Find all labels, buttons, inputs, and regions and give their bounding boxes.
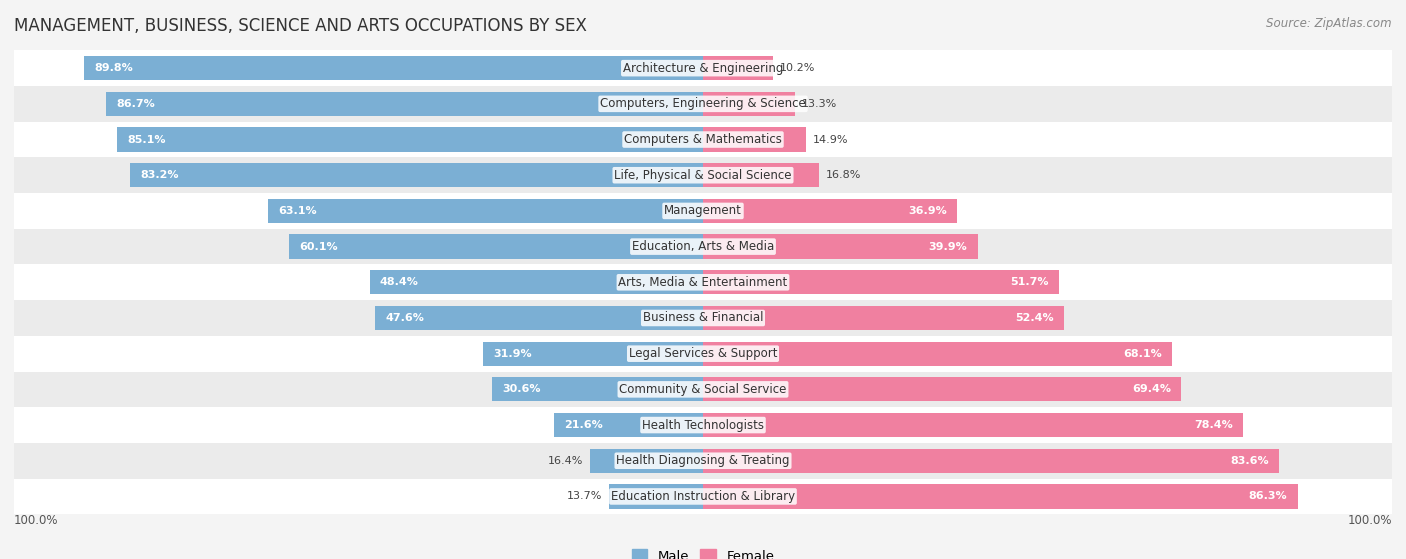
Text: 100.0%: 100.0% bbox=[1347, 514, 1392, 527]
Text: 86.7%: 86.7% bbox=[117, 99, 155, 109]
Bar bbox=[703, 92, 794, 116]
Bar bbox=[14, 443, 1392, 479]
Bar bbox=[14, 336, 1392, 372]
Text: 69.4%: 69.4% bbox=[1132, 385, 1171, 394]
Bar bbox=[703, 163, 818, 187]
Text: 10.2%: 10.2% bbox=[780, 63, 815, 73]
Text: 14.9%: 14.9% bbox=[813, 135, 848, 145]
Bar bbox=[14, 86, 1392, 122]
Bar bbox=[703, 484, 1298, 509]
Bar bbox=[105, 92, 703, 116]
Bar bbox=[117, 127, 703, 151]
Bar bbox=[703, 270, 1059, 295]
Text: Arts, Media & Entertainment: Arts, Media & Entertainment bbox=[619, 276, 787, 289]
Bar bbox=[14, 229, 1392, 264]
Bar bbox=[375, 306, 703, 330]
Bar bbox=[609, 484, 703, 509]
Text: Life, Physical & Social Science: Life, Physical & Social Science bbox=[614, 169, 792, 182]
Bar bbox=[703, 342, 1173, 366]
Text: 78.4%: 78.4% bbox=[1194, 420, 1233, 430]
Text: 30.6%: 30.6% bbox=[502, 385, 541, 394]
Text: 60.1%: 60.1% bbox=[299, 241, 337, 252]
Bar bbox=[591, 449, 703, 473]
Bar bbox=[14, 50, 1392, 86]
Text: 100.0%: 100.0% bbox=[14, 514, 59, 527]
Text: 36.9%: 36.9% bbox=[908, 206, 946, 216]
Legend: Male, Female: Male, Female bbox=[626, 544, 780, 559]
Bar bbox=[14, 407, 1392, 443]
Bar bbox=[14, 122, 1392, 158]
Bar bbox=[484, 342, 703, 366]
Text: 31.9%: 31.9% bbox=[494, 349, 533, 359]
Bar bbox=[703, 199, 957, 223]
Text: Architecture & Engineering: Architecture & Engineering bbox=[623, 61, 783, 75]
Text: 63.1%: 63.1% bbox=[278, 206, 318, 216]
Bar bbox=[129, 163, 703, 187]
Text: 13.3%: 13.3% bbox=[801, 99, 837, 109]
Text: Source: ZipAtlas.com: Source: ZipAtlas.com bbox=[1267, 17, 1392, 30]
Text: 39.9%: 39.9% bbox=[929, 241, 967, 252]
Bar bbox=[703, 127, 806, 151]
Text: Management: Management bbox=[664, 205, 742, 217]
Bar bbox=[14, 479, 1392, 514]
Bar bbox=[84, 56, 703, 80]
Text: Health Diagnosing & Treating: Health Diagnosing & Treating bbox=[616, 454, 790, 467]
Bar bbox=[703, 413, 1243, 437]
Bar bbox=[703, 449, 1279, 473]
Text: Education, Arts & Media: Education, Arts & Media bbox=[631, 240, 775, 253]
Bar bbox=[269, 199, 703, 223]
Text: 21.6%: 21.6% bbox=[565, 420, 603, 430]
Text: Education Instruction & Library: Education Instruction & Library bbox=[612, 490, 794, 503]
Bar bbox=[492, 377, 703, 401]
Text: 51.7%: 51.7% bbox=[1011, 277, 1049, 287]
Text: Health Technologists: Health Technologists bbox=[643, 419, 763, 432]
Text: Legal Services & Support: Legal Services & Support bbox=[628, 347, 778, 360]
Bar bbox=[14, 193, 1392, 229]
Text: 47.6%: 47.6% bbox=[385, 313, 425, 323]
Text: 89.8%: 89.8% bbox=[94, 63, 134, 73]
Text: 13.7%: 13.7% bbox=[567, 491, 602, 501]
Bar bbox=[703, 234, 979, 259]
Text: 83.6%: 83.6% bbox=[1230, 456, 1268, 466]
Text: 68.1%: 68.1% bbox=[1123, 349, 1161, 359]
Bar bbox=[14, 264, 1392, 300]
Text: Computers & Mathematics: Computers & Mathematics bbox=[624, 133, 782, 146]
Text: Computers, Engineering & Science: Computers, Engineering & Science bbox=[600, 97, 806, 110]
Bar bbox=[703, 377, 1181, 401]
Text: Business & Financial: Business & Financial bbox=[643, 311, 763, 324]
Bar bbox=[14, 300, 1392, 336]
Bar bbox=[703, 56, 773, 80]
Text: 48.4%: 48.4% bbox=[380, 277, 419, 287]
Bar bbox=[290, 234, 703, 259]
Text: 16.8%: 16.8% bbox=[825, 170, 860, 180]
Bar bbox=[370, 270, 703, 295]
Text: 16.4%: 16.4% bbox=[548, 456, 583, 466]
Bar bbox=[554, 413, 703, 437]
Text: 52.4%: 52.4% bbox=[1015, 313, 1053, 323]
Text: 86.3%: 86.3% bbox=[1249, 491, 1288, 501]
Bar bbox=[703, 306, 1064, 330]
Text: MANAGEMENT, BUSINESS, SCIENCE AND ARTS OCCUPATIONS BY SEX: MANAGEMENT, BUSINESS, SCIENCE AND ARTS O… bbox=[14, 17, 586, 35]
Bar bbox=[14, 372, 1392, 407]
Text: Community & Social Service: Community & Social Service bbox=[619, 383, 787, 396]
Text: 85.1%: 85.1% bbox=[127, 135, 166, 145]
Bar bbox=[14, 158, 1392, 193]
Text: 83.2%: 83.2% bbox=[141, 170, 179, 180]
